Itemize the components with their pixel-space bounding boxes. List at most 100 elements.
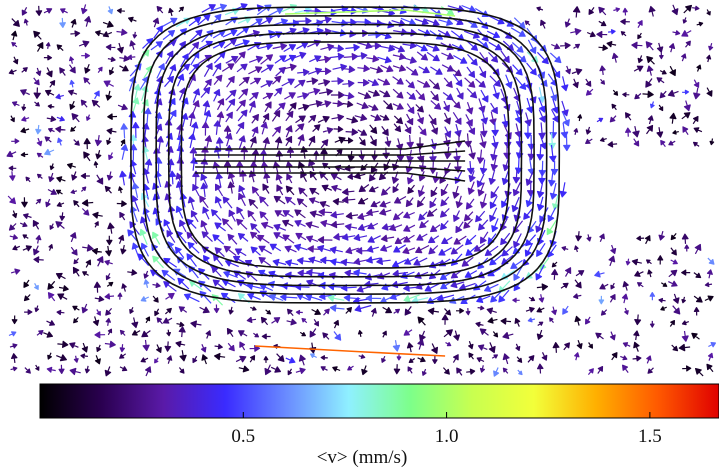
velocity-arrow — [706, 363, 714, 373]
velocity-arrow — [415, 89, 426, 101]
velocity-arrow — [251, 114, 259, 124]
velocity-arrow — [9, 343, 18, 349]
velocity-arrow — [588, 342, 593, 349]
velocity-arrow — [234, 39, 250, 47]
velocity-arrow — [117, 103, 128, 111]
velocity-arrow — [633, 138, 640, 147]
velocity-arrow — [223, 245, 237, 256]
streak-line — [155, 23, 535, 287]
velocity-arrow — [236, 99, 246, 112]
velocity-arrow — [402, 247, 416, 255]
velocity-arrow — [622, 281, 629, 291]
velocity-arrow — [306, 77, 319, 85]
velocity-arrow — [449, 67, 462, 77]
velocity-arrow — [105, 308, 113, 316]
velocity-arrow — [58, 364, 65, 374]
velocity-arrow — [249, 92, 259, 101]
velocity-arrow — [286, 173, 293, 184]
velocity-arrow — [466, 368, 476, 375]
velocity-arrow — [466, 88, 478, 99]
velocity-arrow — [308, 87, 321, 96]
velocity-arrow — [13, 56, 19, 65]
velocity-arrow — [183, 293, 200, 303]
velocity-arrow — [440, 6, 454, 15]
velocity-arrow — [59, 17, 66, 28]
velocity-arrow — [35, 124, 42, 135]
velocity-arrow — [215, 172, 223, 188]
velocity-arrow — [428, 79, 440, 90]
velocity-arrow — [637, 282, 644, 288]
velocity-arrow — [191, 121, 199, 135]
velocity-arrow — [56, 309, 65, 316]
velocity-arrow — [226, 75, 235, 88]
velocity-arrow — [236, 206, 245, 220]
velocity-arrow — [467, 53, 478, 66]
velocity-arrow — [48, 172, 55, 183]
velocity-arrow — [297, 92, 309, 100]
velocity-arrow — [406, 149, 414, 163]
velocity-arrow — [198, 40, 213, 50]
velocity-arrow — [297, 68, 310, 76]
velocity-arrow — [600, 309, 608, 316]
colorbar-label: <v> (mm/s) — [317, 447, 408, 468]
velocity-arrow — [274, 55, 287, 64]
velocity-arrow — [488, 41, 502, 51]
velocity-arrow — [202, 100, 210, 116]
velocity-arrow — [609, 294, 616, 303]
velocity-arrow — [177, 63, 191, 75]
velocity-arrow — [214, 196, 222, 209]
velocity-arrow — [455, 221, 464, 233]
velocity-arrow — [298, 187, 308, 197]
velocity-arrow — [107, 113, 118, 120]
velocity-arrow — [453, 54, 468, 64]
velocity-arrow — [95, 30, 104, 37]
velocity-arrow — [200, 220, 209, 235]
velocity-arrow — [574, 245, 579, 253]
velocity-arrow — [227, 171, 235, 185]
velocity-arrow — [468, 341, 474, 350]
velocity-arrow — [538, 169, 546, 185]
velocity-arrow — [263, 172, 271, 184]
velocity-arrow — [656, 127, 664, 138]
velocity-arrow — [285, 135, 293, 147]
velocity-arrow — [96, 174, 104, 185]
velocity-arrow — [186, 231, 198, 245]
velocity-arrow — [271, 110, 281, 122]
velocity-arrow — [60, 8, 68, 14]
velocity-arrow — [121, 283, 127, 292]
velocity-arrow — [10, 115, 15, 123]
velocity-arrow — [646, 355, 652, 364]
velocity-arrow — [704, 282, 713, 288]
velocity-arrow — [116, 8, 125, 14]
velocity-arrow — [328, 44, 344, 52]
velocity-arrow — [201, 121, 210, 136]
velocity-arrow — [200, 182, 208, 197]
velocity-arrow — [612, 89, 619, 96]
velocity-arrow — [426, 208, 438, 217]
velocity-arrow — [382, 330, 387, 338]
velocity-arrow — [120, 139, 126, 147]
velocity-arrow — [465, 234, 477, 246]
velocity-arrow — [33, 245, 40, 256]
velocity-arrow — [403, 294, 420, 303]
velocity-arrow — [283, 44, 296, 53]
velocity-arrow — [258, 257, 272, 267]
velocity-arrow — [215, 183, 224, 197]
velocity-arrow — [438, 18, 454, 26]
velocity-arrow — [404, 306, 412, 316]
velocity-arrow — [106, 171, 113, 181]
velocity-arrow — [21, 7, 28, 16]
velocity-arrow — [392, 259, 407, 268]
velocity-arrow — [227, 233, 238, 245]
velocity-arrow — [416, 51, 428, 61]
velocity-arrow — [571, 68, 583, 75]
velocity-arrow — [96, 256, 104, 267]
velocity-arrow — [588, 7, 595, 15]
velocity-arrow — [214, 222, 226, 232]
velocity-arrow — [238, 135, 246, 150]
velocity-arrow — [587, 368, 594, 375]
velocity-arrow — [154, 357, 159, 364]
velocity-arrow — [261, 333, 271, 340]
velocity-arrow — [512, 64, 523, 76]
velocity-arrow — [228, 306, 234, 315]
